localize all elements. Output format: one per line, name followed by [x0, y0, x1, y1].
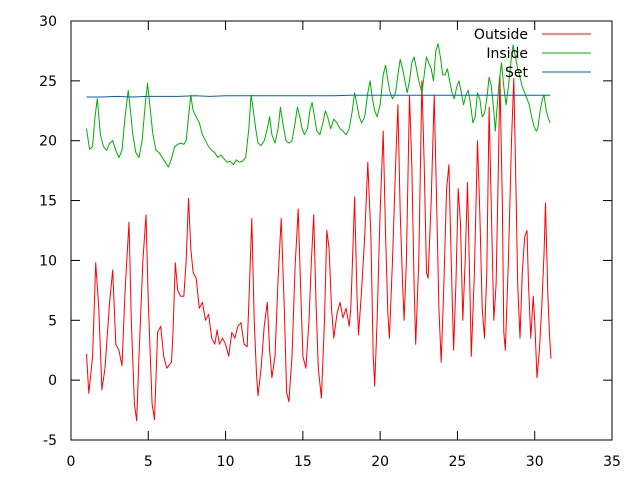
plot-frame — [70, 20, 613, 441]
y-tick-label: 5 — [48, 313, 57, 329]
series-line-set — [86, 94, 551, 98]
legend-label-inside: Inside — [486, 46, 528, 62]
x-tick-label: 5 — [144, 454, 153, 470]
legend-label-set: Set — [505, 65, 529, 81]
y-tick-label: 30 — [39, 14, 57, 30]
legend-label-outside: Outside — [474, 27, 528, 43]
x-tick-label: 25 — [449, 454, 467, 470]
x-tick-label: 30 — [526, 454, 544, 470]
x-tick-label: 10 — [217, 454, 235, 470]
y-tick-label: 0 — [48, 373, 57, 389]
series-line-outside — [86, 75, 552, 422]
y-tick-label: 20 — [39, 134, 57, 150]
axis-tick-labels: 0 5 10 15 20 25 30 35 -5 0 5 10 15 20 25 30 — [39, 14, 621, 470]
legend: Outside Inside Set — [474, 27, 591, 81]
y-tick-label: -5 — [43, 433, 57, 449]
series-lines — [86, 43, 552, 422]
y-tick-label: 25 — [39, 74, 57, 90]
y-tick-label: 15 — [39, 194, 57, 210]
axis-ticks — [70, 20, 613, 441]
series-line-inside — [86, 43, 551, 168]
y-tick-label: 10 — [39, 253, 57, 269]
x-tick-label: 0 — [67, 454, 76, 470]
x-tick-label: 20 — [371, 454, 389, 470]
x-tick-label: 35 — [603, 454, 621, 470]
x-tick-label: 15 — [294, 454, 312, 470]
